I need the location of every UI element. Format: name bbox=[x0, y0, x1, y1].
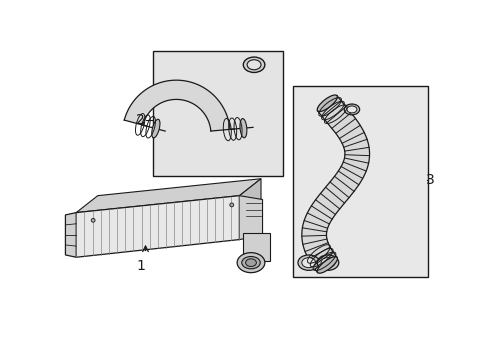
Polygon shape bbox=[124, 80, 229, 131]
Ellipse shape bbox=[91, 219, 95, 222]
Ellipse shape bbox=[317, 255, 338, 270]
Ellipse shape bbox=[243, 57, 264, 72]
Ellipse shape bbox=[317, 257, 337, 273]
Ellipse shape bbox=[301, 258, 315, 267]
Ellipse shape bbox=[344, 104, 359, 115]
Ellipse shape bbox=[151, 119, 160, 138]
Polygon shape bbox=[239, 195, 262, 239]
Polygon shape bbox=[243, 233, 270, 261]
Bar bbox=[293, 86, 427, 276]
Polygon shape bbox=[210, 127, 252, 131]
Ellipse shape bbox=[346, 106, 356, 113]
Bar bbox=[153, 51, 282, 176]
Ellipse shape bbox=[246, 60, 261, 70]
Text: 2: 2 bbox=[136, 113, 144, 127]
Polygon shape bbox=[65, 213, 76, 257]
Ellipse shape bbox=[240, 118, 246, 138]
Text: 1: 1 bbox=[136, 259, 145, 273]
Polygon shape bbox=[76, 179, 261, 213]
Ellipse shape bbox=[229, 203, 233, 207]
Polygon shape bbox=[76, 195, 239, 257]
Ellipse shape bbox=[237, 253, 264, 273]
Ellipse shape bbox=[297, 255, 319, 270]
Ellipse shape bbox=[245, 259, 256, 266]
Polygon shape bbox=[239, 179, 261, 239]
Ellipse shape bbox=[317, 95, 337, 112]
Ellipse shape bbox=[321, 258, 334, 267]
Polygon shape bbox=[301, 96, 369, 273]
Ellipse shape bbox=[241, 256, 260, 269]
Text: 3: 3 bbox=[426, 173, 434, 187]
Polygon shape bbox=[124, 120, 165, 131]
